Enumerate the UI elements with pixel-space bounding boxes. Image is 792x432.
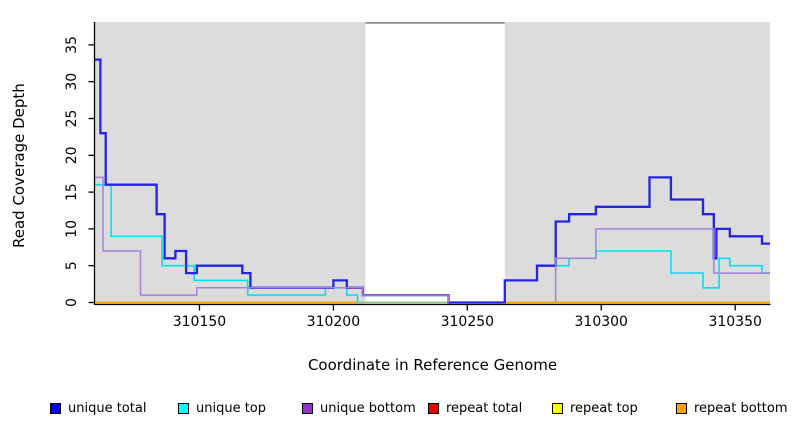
y-axis-title: Read Coverage Depth — [10, 83, 28, 249]
legend-item-unique-top: unique top — [178, 398, 266, 418]
legend-item-repeat-bottom: repeat bottom — [676, 398, 788, 418]
x-tick-label-310250: 310250 — [441, 314, 494, 330]
legend-swatch-repeat-bottom — [676, 402, 687, 414]
series-line-unique-bottom-1 — [554, 228, 770, 303]
legend-label-repeat-total: repeat total — [446, 400, 523, 416]
legend-label-unique-top: unique top — [196, 400, 267, 416]
legend-swatch-unique-top — [178, 402, 189, 414]
shaded-region-0 — [95, 22, 366, 305]
x-tick-label-310350: 310350 — [708, 314, 761, 330]
y-tick-label-15: 15 — [64, 183, 80, 201]
legend-label-unique-total: unique total — [68, 400, 147, 416]
y-tick-label-0: 0 — [64, 298, 80, 307]
legend: unique total unique top unique bottom repea… — [0, 398, 792, 422]
series-line-unique-bottom-0 — [95, 176, 450, 303]
series-line-unique-top-0 — [95, 183, 359, 303]
legend-label-repeat-top: repeat top — [570, 400, 638, 416]
y-tick-label-25: 25 — [64, 110, 80, 128]
x-axis-title: Coordinate in Reference Genome — [307, 356, 558, 374]
legend-item-repeat-top: repeat top — [552, 398, 638, 418]
x-tick-label-310150: 310150 — [173, 314, 226, 330]
y-tick-label-5: 5 — [64, 261, 80, 270]
y-tick-label-35: 35 — [64, 36, 80, 54]
x-tick-label-310200: 310200 — [307, 314, 360, 330]
y-tick-label-30: 30 — [64, 73, 80, 91]
legend-label-repeat-bottom: repeat bottom — [694, 400, 788, 416]
legend-label-unique-bottom: unique bottom — [320, 400, 416, 416]
x-tick-label-310300: 310300 — [575, 314, 628, 330]
y-tick-label-20: 20 — [64, 146, 80, 164]
legend-item-unique-total: unique total — [50, 398, 146, 418]
legend-swatch-unique-bottom — [302, 402, 313, 414]
legend-item-unique-bottom: unique bottom — [302, 398, 416, 418]
y-tick-label-10: 10 — [64, 220, 80, 238]
legend-item-repeat-total: repeat total — [428, 398, 522, 418]
legend-swatch-repeat-top — [552, 402, 563, 414]
legend-swatch-repeat-total — [428, 402, 439, 414]
legend-swatch-unique-total — [50, 402, 61, 414]
